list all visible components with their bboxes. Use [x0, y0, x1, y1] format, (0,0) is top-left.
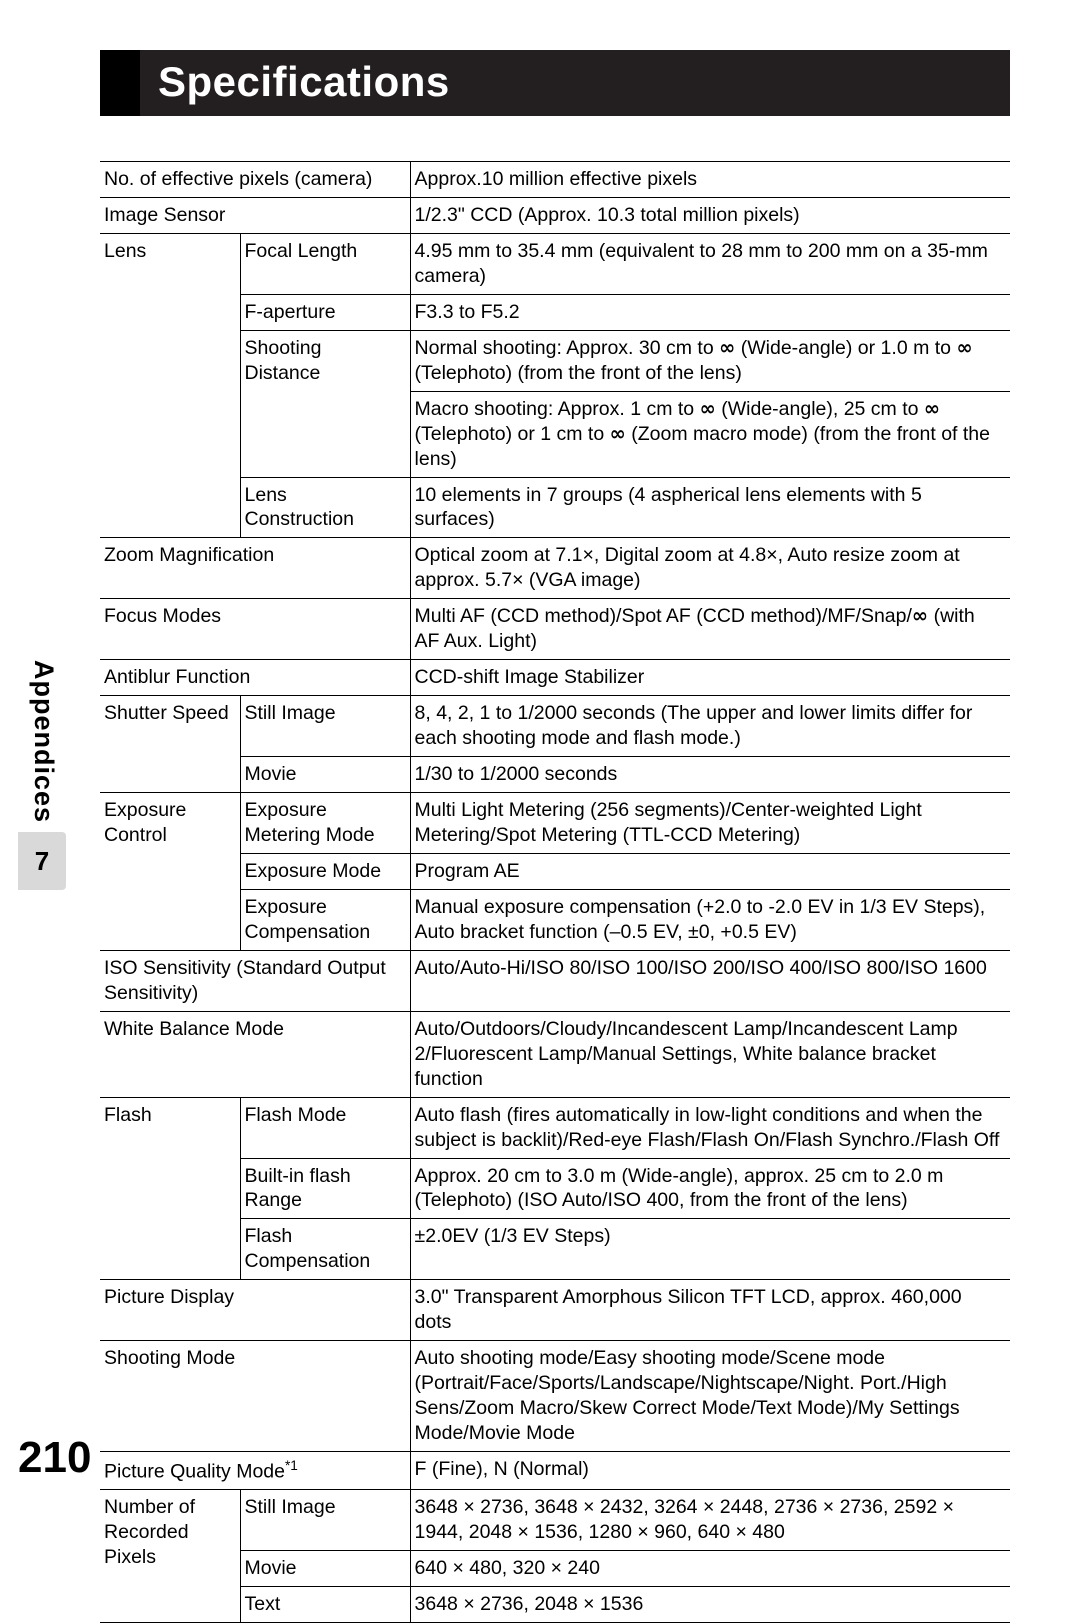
- spec-value: Macro shooting: Approx. 1 cm to ∞ (Wide-…: [410, 391, 1010, 477]
- spec-value: Auto flash (fires automatically in low-l…: [410, 1097, 1010, 1158]
- page-number: 210: [18, 1433, 91, 1483]
- spec-sublabel: Lens Construction: [240, 477, 410, 538]
- spec-sublabel: Exposure Compensation: [240, 889, 410, 950]
- spec-sublabel: Flash Mode: [240, 1097, 410, 1158]
- spec-value: 8, 4, 2, 1 to 1/2000 seconds (The upper …: [410, 696, 1010, 757]
- spec-value: Manual exposure compensation (+2.0 to -2…: [410, 889, 1010, 950]
- spec-value: Approx.10 million effective pixels: [410, 162, 1010, 198]
- spec-label: Lens: [100, 233, 240, 538]
- spec-sublabel: Movie: [240, 757, 410, 793]
- spec-sublabel: Exposure Metering Mode: [240, 793, 410, 854]
- spec-label: Shooting Mode: [100, 1341, 410, 1452]
- spec-value: Auto/Auto-Hi/ISO 80/ISO 100/ISO 200/ISO …: [410, 950, 1010, 1011]
- spec-label: No. of effective pixels (camera): [100, 162, 410, 198]
- spec-value: 3648 × 2736, 2048 × 1536: [410, 1587, 1010, 1623]
- spec-label: Antiblur Function: [100, 660, 410, 696]
- spec-value: 640 × 480, 320 × 240: [410, 1551, 1010, 1587]
- title-bar: Specifications: [100, 50, 1010, 116]
- spec-value: Auto/Outdoors/Cloudy/Incandescent Lamp/I…: [410, 1011, 1010, 1097]
- spec-sublabel: Exposure Mode: [240, 853, 410, 889]
- side-section-label: Appendices: [28, 660, 59, 823]
- spec-value: Normal shooting: Approx. 30 cm to ∞ (Wid…: [410, 330, 1010, 391]
- spec-value: Approx. 20 cm to 3.0 m (Wide-angle), app…: [410, 1158, 1010, 1219]
- spec-value: 4.95 mm to 35.4 mm (equivalent to 28 mm …: [410, 233, 1010, 294]
- spec-label: Shutter Speed: [100, 696, 240, 793]
- spec-value: CCD-shift Image Stabilizer: [410, 660, 1010, 696]
- spec-label: ISO Sensitivity (Standard Output Sensiti…: [100, 950, 410, 1011]
- spec-sublabel: Still Image: [240, 696, 410, 757]
- spec-value: Optical zoom at 7.1×, Digital zoom at 4.…: [410, 538, 1010, 599]
- spec-sublabel: Shooting Distance: [240, 330, 410, 477]
- spec-value: 3648 × 2736, 3648 × 2432, 3264 × 2448, 2…: [410, 1490, 1010, 1551]
- spec-label: Focus Modes: [100, 599, 410, 660]
- spec-value: 1/2.3" CCD (Approx. 10.3 total million p…: [410, 197, 1010, 233]
- title-accent-block: [100, 50, 140, 116]
- spec-label: Image Sensor: [100, 197, 410, 233]
- specifications-table: No. of effective pixels (camera)Approx.1…: [100, 161, 1010, 1623]
- spec-value: F3.3 to F5.2: [410, 294, 1010, 330]
- spec-label: Zoom Magnification: [100, 538, 410, 599]
- spec-value: Auto shooting mode/Easy shooting mode/Sc…: [410, 1341, 1010, 1452]
- spec-label: White Balance Mode: [100, 1011, 410, 1097]
- spec-label: Flash: [100, 1097, 240, 1280]
- spec-value: Multi AF (CCD method)/Spot AF (CCD metho…: [410, 599, 1010, 660]
- spec-label: Picture Display: [100, 1280, 410, 1341]
- spec-value: 3.0" Transparent Amorphous Silicon TFT L…: [410, 1280, 1010, 1341]
- spec-value: F (Fine), N (Normal): [410, 1452, 1010, 1490]
- spec-sublabel: Flash Compensation: [240, 1219, 410, 1280]
- spec-sublabel: Built-in flash Range: [240, 1158, 410, 1219]
- spec-value: Multi Light Metering (256 segments)/Cent…: [410, 793, 1010, 854]
- page-title: Specifications: [140, 50, 1010, 116]
- spec-value: 10 elements in 7 groups (4 aspherical le…: [410, 477, 1010, 538]
- spec-label: Picture Quality Mode*1: [100, 1452, 410, 1490]
- spec-value: 1/30 to 1/2000 seconds: [410, 757, 1010, 793]
- spec-label: Number of Recorded Pixels: [100, 1490, 240, 1623]
- spec-label: Exposure Control: [100, 793, 240, 951]
- spec-sublabel: Focal Length: [240, 233, 410, 294]
- spec-sublabel: Still Image: [240, 1490, 410, 1551]
- chapter-tab: 7: [18, 832, 66, 890]
- spec-sublabel: Movie: [240, 1551, 410, 1587]
- spec-value: Program AE: [410, 853, 1010, 889]
- spec-sublabel: Text: [240, 1587, 410, 1623]
- spec-sublabel: F-aperture: [240, 294, 410, 330]
- spec-value: ±2.0EV (1/3 EV Steps): [410, 1219, 1010, 1280]
